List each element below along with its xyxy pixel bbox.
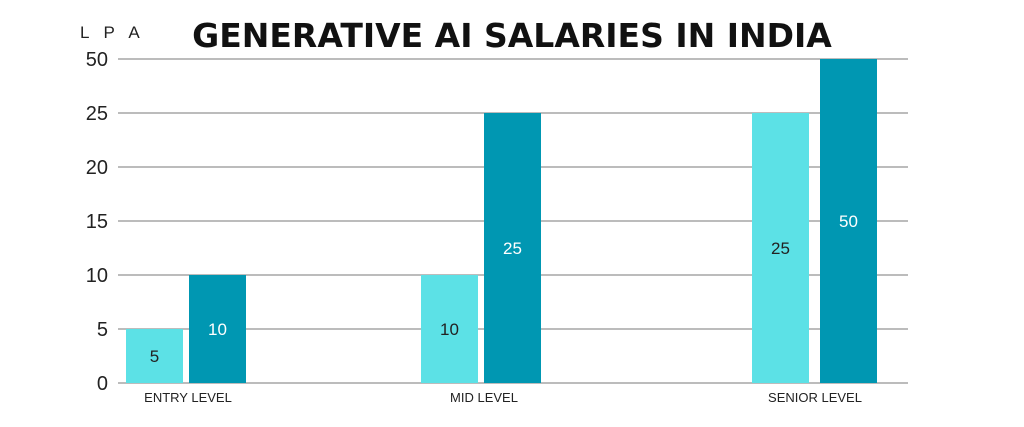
y-tick-label: 25 [86,103,108,125]
bar-maximum-entry-level [189,275,246,383]
bar-maximum-mid-level [484,113,541,383]
data-label: 10 [440,320,459,339]
y-tick-label: 10 [86,265,108,287]
y-tick-label: 5 [97,319,108,341]
x-category-label: SENIOR LEVEL [768,390,862,405]
data-label: 25 [771,239,790,258]
bars [126,59,877,383]
data-label: 25 [503,239,522,258]
y-tick-label: 20 [86,157,108,179]
x-axis-categories: ENTRY LEVEL MID LEVEL SENIOR LEVEL [144,390,862,405]
x-category-label: MID LEVEL [450,390,518,405]
y-axis-label: L P A [80,23,145,42]
y-tick-label: 50 [86,49,108,71]
data-label: 5 [150,347,159,366]
y-tick-label: 15 [86,211,108,233]
bar-minimum-mid-level [421,275,478,383]
y-tick-label: 0 [97,373,108,395]
data-label: 50 [839,212,858,231]
x-category-label: ENTRY LEVEL [144,390,232,405]
bar-minimum-entry-level [126,329,183,383]
bar-minimum-senior-level [752,113,809,383]
y-axis-ticks: 0 5 10 15 20 25 50 [86,49,108,395]
data-label: 10 [208,320,227,339]
chart-title: GENERATIVE AI SALARIES IN INDIA [192,16,832,55]
bar-maximum-senior-level [820,59,877,383]
data-labels: 5 10 10 25 25 50 [150,212,858,366]
